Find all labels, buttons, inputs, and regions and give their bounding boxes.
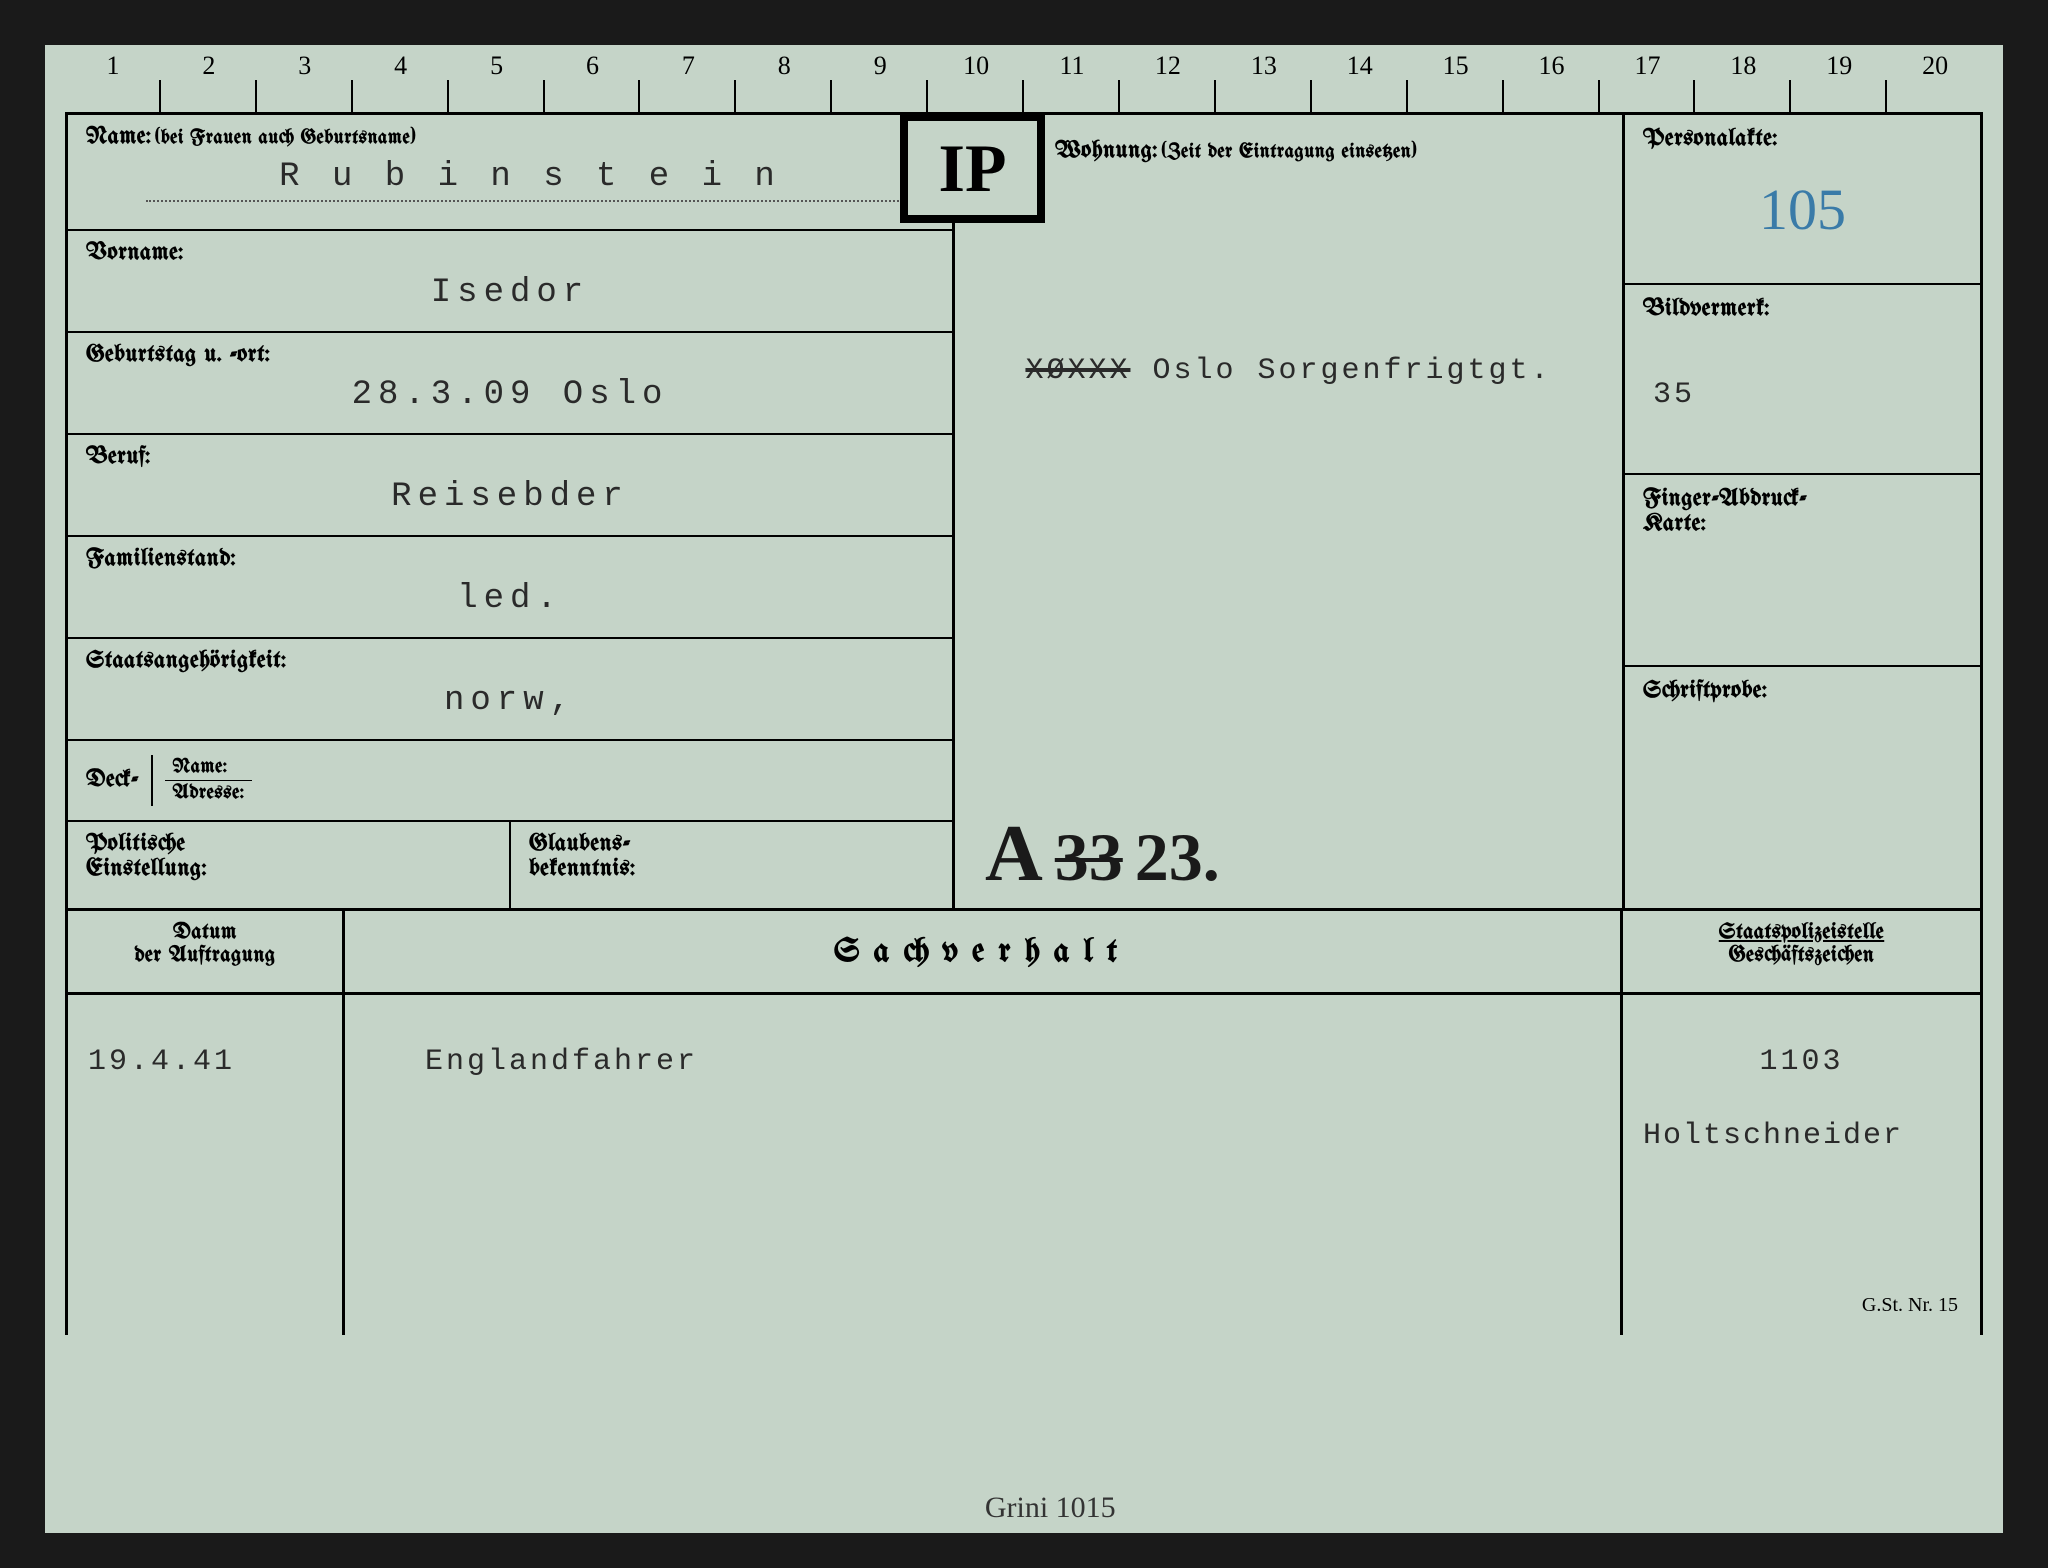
- label-bildvermerk: Bildvermerk:: [1643, 297, 1962, 322]
- ip-badge: IP: [900, 113, 1045, 223]
- field-vorname: Vorname: Isedor: [68, 231, 952, 333]
- a-number: A 33 23.: [985, 809, 1220, 900]
- ruler-mark: 7: [640, 45, 736, 112]
- field-beruf: Beruf: Reisebder: [68, 435, 952, 537]
- a-num: 23.: [1135, 818, 1220, 897]
- label-wohnung-sub: (Zeit der Eintragung einsetzen): [1162, 142, 1417, 163]
- value-datum: 19.4.41: [88, 1045, 322, 1079]
- value-ref2: Holtschneider: [1643, 1119, 1960, 1153]
- value-ref1: 1103: [1643, 1045, 1960, 1079]
- ruler-mark: 6: [545, 45, 641, 112]
- bh-sachverhalt: Sachverhalt: [345, 911, 1623, 992]
- value-bildvermerk: 35: [1653, 378, 1962, 412]
- bottom-content: 19.4.41 Englandfahrer 1103 Holtschneider…: [65, 995, 1983, 1335]
- ruler-mark: 20: [1887, 45, 1983, 112]
- ruler-mark: 1: [65, 45, 161, 112]
- handwriting-bottom: Grini 1015: [985, 1491, 1116, 1525]
- bc-sachverhalt: Englandfahrer: [345, 995, 1623, 1335]
- bh-datum: Datum der Auftragung: [65, 911, 345, 992]
- value-staatsang: norw,: [86, 682, 934, 720]
- value-personalakte: 105: [1643, 176, 1962, 243]
- value-vorname: Isedor: [86, 274, 934, 312]
- value-wohnung: Oslo Sorgenfrigtgt.: [1152, 354, 1551, 388]
- ruler-mark: 4: [353, 45, 449, 112]
- registration-card: 1234567891011121314151617181920 IP Name:…: [20, 20, 2028, 1548]
- label-politische: Politische: [86, 832, 491, 857]
- value-wohnung-struck: XØXXX: [1025, 354, 1130, 388]
- main-grid: Name: (bei Frauen auch Geburtsname) R u …: [65, 115, 1983, 911]
- label-staatsang: Staatsangehörigkeit:: [86, 649, 286, 674]
- label-wohnung: Wohnung:: [1055, 139, 1158, 164]
- label-datum1: Datum: [82, 921, 328, 944]
- label-fingerabdruck1: Finger-Abdruck-: [1643, 487, 1962, 512]
- ruler-mark: 19: [1791, 45, 1887, 112]
- ruler-mark: 10: [928, 45, 1024, 112]
- ruler-mark: 16: [1504, 45, 1600, 112]
- label-schriftprobe: Schriftprobe:: [1643, 679, 1962, 704]
- middle-column: Wohnung: (Zeit der Eintragung einsetzen)…: [955, 115, 1625, 908]
- label-sachverhalt: Sachverhalt: [834, 934, 1131, 970]
- ruler-mark: 17: [1600, 45, 1696, 112]
- ruler-mark: 2: [161, 45, 257, 112]
- ruler-mark: 12: [1120, 45, 1216, 112]
- ruler-mark: 18: [1695, 45, 1791, 112]
- box-bildvermerk: Bildvermerk: 35: [1625, 285, 1980, 475]
- box-schriftprobe: Schriftprobe:: [1625, 667, 1980, 881]
- label-deck-adresse: Adresse:: [165, 781, 253, 806]
- box-personalakte: Personalakte: 105: [1625, 115, 1980, 285]
- ruler-mark: 9: [832, 45, 928, 112]
- label-personalakte: Personalakte:: [1643, 127, 1962, 152]
- value-beruf: Reisebder: [86, 478, 934, 516]
- ruler: 1234567891011121314151617181920: [65, 45, 1983, 115]
- ruler-mark: 11: [1024, 45, 1120, 112]
- label-staatspolizei: Staatspolizeistelle: [1637, 921, 1966, 944]
- ruler-mark: 3: [257, 45, 353, 112]
- bc-ref: 1103 Holtschneider G.St. Nr. 15: [1623, 995, 1983, 1335]
- value-sachverhalt: Englandfahrer: [425, 1045, 1600, 1079]
- ruler-mark: 14: [1312, 45, 1408, 112]
- label-deck: Deck-: [86, 768, 139, 793]
- a-struck: 33: [1055, 818, 1123, 897]
- label-beruf: Beruf:: [86, 445, 151, 470]
- field-familienstand: Familienstand: led.: [68, 537, 952, 639]
- ruler-mark: 8: [736, 45, 832, 112]
- ruler-mark: 5: [449, 45, 545, 112]
- label-bekenntnis: bekenntnis:: [529, 857, 934, 882]
- label-name-sub: (bei Frauen auch Geburtsname): [155, 128, 415, 149]
- ip-text: IP: [939, 129, 1007, 208]
- label-einstellung: Einstellung:: [86, 857, 491, 882]
- ruler-mark: 15: [1408, 45, 1504, 112]
- value-name: R u b i n s t e i n: [146, 158, 914, 202]
- label-familienstand: Familienstand:: [86, 547, 236, 572]
- label-fingerabdruck2: Karte:: [1643, 512, 1962, 537]
- field-deck: Deck- Name: Adresse:: [68, 741, 952, 822]
- label-geschaefts: Geschäftszeichen: [1637, 944, 1966, 967]
- bottom-header: Datum der Auftragung Sachverhalt Staatsp…: [65, 911, 1983, 995]
- label-datum2: der Auftragung: [82, 944, 328, 967]
- field-politisch: Politische Einstellung: Glaubens- bekenn…: [68, 822, 952, 908]
- bc-datum: 19.4.41: [65, 995, 345, 1335]
- label-glaubens: Glaubens-: [529, 832, 934, 857]
- footer-note: G.St. Nr. 15: [1862, 1294, 1958, 1317]
- right-column: Personalakte: 105 Bildvermerk: 35 Finger…: [1625, 115, 1983, 908]
- box-fingerabdruck: Finger-Abdruck- Karte:: [1625, 475, 1980, 667]
- ruler-mark: 13: [1216, 45, 1312, 112]
- value-geburtstag: 28.3.09 Oslo: [86, 376, 934, 414]
- label-vorname: Vorname:: [86, 241, 184, 266]
- a-letter: A: [985, 809, 1043, 900]
- field-geburtstag: Geburtstag u. -ort: 28.3.09 Oslo: [68, 333, 952, 435]
- value-familienstand: led.: [86, 580, 934, 618]
- label-geburtstag: Geburtstag u. -ort:: [86, 343, 270, 368]
- left-column: Name: (bei Frauen auch Geburtsname) R u …: [65, 115, 955, 908]
- label-deck-name: Name:: [165, 755, 253, 781]
- label-name: Name:: [86, 125, 151, 150]
- field-name: Name: (bei Frauen auch Geburtsname) R u …: [68, 115, 952, 231]
- field-staatsang: Staatsangehörigkeit: norw,: [68, 639, 952, 741]
- bh-staatspolizei: Staatspolizeistelle Geschäftszeichen: [1623, 911, 1983, 992]
